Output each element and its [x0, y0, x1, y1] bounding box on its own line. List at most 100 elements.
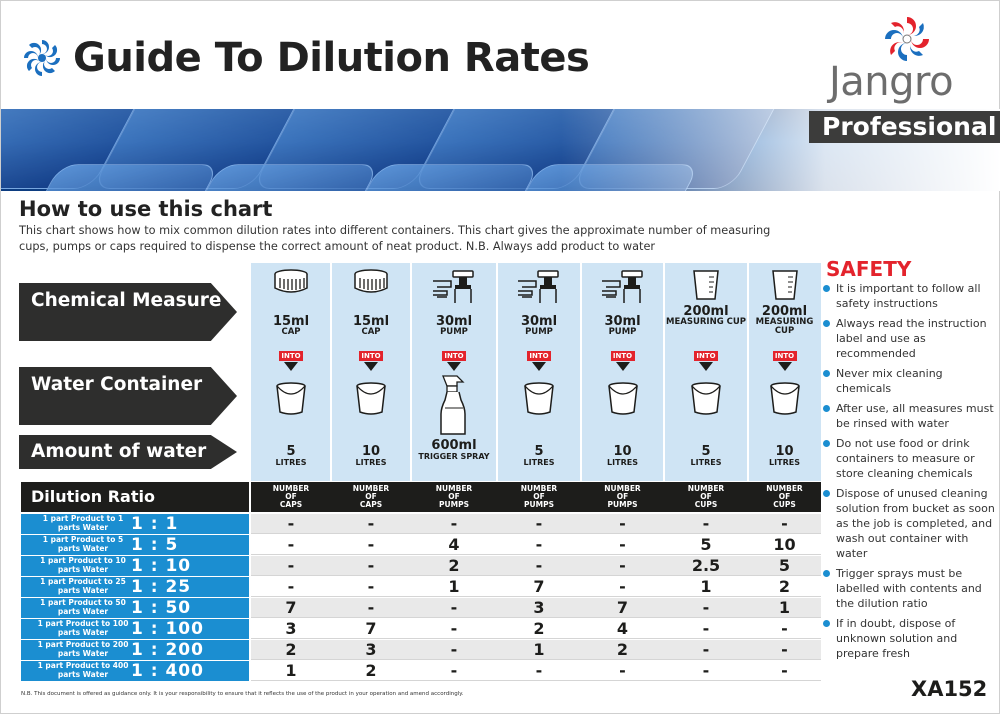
measure-amount: 200ml	[761, 304, 808, 319]
into-tag: INTO	[527, 351, 551, 361]
safety-item: Do not use food or drink containers to m…	[823, 436, 995, 481]
table-cell: -	[781, 619, 788, 638]
water-amount: 5 LITRES	[497, 445, 581, 467]
table-cell: -	[781, 514, 788, 533]
bucket-icon	[497, 380, 581, 420]
bucket-icon	[581, 380, 664, 420]
amount-of-water-label: Amount of water	[19, 435, 237, 469]
safety-item: Trigger sprays must be labelled with con…	[823, 566, 995, 611]
bucket-icon	[251, 380, 331, 420]
cap-icon	[251, 269, 331, 305]
table-row	[251, 556, 821, 576]
ratio-value: 1 : 200	[131, 640, 204, 660]
column-header: NUMBER OF CUPS	[748, 482, 821, 512]
flower-logo-icon	[24, 40, 60, 76]
safety-list: It is important to follow all safety ins…	[823, 281, 995, 666]
table-cell: 3	[285, 619, 297, 638]
water-quantity: 600ml	[431, 438, 477, 453]
safety-item: Dispose of unused cleaning solution from…	[823, 486, 995, 561]
ratio-value: 1 : 5	[131, 535, 179, 555]
water-amount: 5 LITRES	[251, 444, 331, 467]
table-row	[251, 535, 821, 555]
table-row	[251, 577, 821, 597]
column-background	[581, 263, 664, 481]
table-cell: -	[619, 661, 626, 680]
measure-label: 30ml PUMP	[411, 315, 497, 337]
down-arrow-icon	[699, 362, 713, 371]
column-header: NUMBER OF CAPS	[251, 482, 331, 512]
table-cell: -	[619, 514, 626, 533]
column-background	[411, 263, 497, 481]
ratio-description: 1 part Product to 10 parts Water	[40, 556, 126, 574]
table-cell: -	[535, 556, 543, 575]
table-cell: -	[367, 556, 375, 575]
pump-icon	[581, 269, 664, 305]
table-cell: 1	[448, 577, 460, 596]
table-cell: -	[450, 661, 458, 680]
product-code: XA152	[911, 677, 988, 701]
table-row	[251, 598, 821, 618]
measure-label: 30ml PUMP	[581, 315, 664, 337]
ratio-label: 1 part Product to 5 parts Water 1 : 5	[21, 535, 249, 555]
down-arrow-icon	[364, 362, 378, 371]
table-cell: 4	[448, 535, 460, 554]
cap-icon	[331, 269, 411, 305]
measure-label: 30ml PUMP	[497, 315, 581, 337]
measure-type: CAP	[281, 327, 301, 337]
into-tag: INTO	[279, 351, 303, 361]
table-cell: -	[450, 640, 458, 659]
column-divider	[580, 263, 582, 481]
down-arrow-icon	[447, 362, 461, 371]
page-title: Guide To Dilution Rates	[73, 35, 590, 81]
water-unit: LITRES	[769, 458, 800, 467]
table-cell: 1	[700, 577, 712, 596]
brand-name: Jangro	[829, 59, 954, 105]
ratio-description: 1 part Product to 25 parts Water	[40, 577, 126, 595]
table-cell: 2	[285, 640, 297, 659]
ratio-description: 1 part Product to 50 parts Water	[40, 598, 126, 616]
down-arrow-icon	[532, 362, 546, 371]
table-cell: 1	[285, 661, 297, 680]
table-cell: -	[287, 577, 295, 596]
table-cell: -	[619, 556, 626, 575]
column-header: NUMBER OF CAPS	[331, 482, 411, 512]
table-row	[251, 619, 821, 639]
table-cell: 4	[616, 619, 629, 638]
water-unit: LITRES	[275, 458, 307, 467]
table-cell: -	[619, 535, 626, 554]
measure-type: PUMP	[440, 327, 468, 337]
measure-type: MEASURING CUP	[755, 317, 814, 336]
table-cell: -	[781, 661, 788, 680]
howto-description: This chart shows how to mix common dilut…	[19, 224, 771, 253]
table-cell: 2	[778, 577, 791, 596]
water-amount: 10 LITRES	[581, 445, 664, 467]
table-cell: -	[367, 598, 375, 617]
water-quantity: 5	[286, 444, 296, 459]
down-arrow-icon	[777, 362, 792, 371]
column-divider	[663, 263, 665, 481]
safety-item: Never mix cleaning chemicals	[823, 366, 995, 396]
measure-type: PUMP	[525, 327, 553, 337]
table-row	[251, 514, 821, 534]
table-cell: -	[367, 535, 375, 554]
water-unit: LITRES	[607, 458, 638, 467]
safety-item: After use, all measures must be rinsed w…	[823, 401, 995, 431]
safety-item: If in doubt, dispose of unknown solution…	[823, 616, 995, 661]
measuring-cup-icon	[664, 269, 748, 305]
table-cell: -	[619, 577, 626, 596]
column-header: NUMBER OF PUMPS	[581, 482, 664, 512]
measure-amount: 200ml	[683, 304, 729, 319]
measure-type: PUMP	[608, 327, 637, 337]
column-divider	[330, 263, 332, 481]
table-cell: -	[367, 514, 375, 533]
safety-item: Always read the instruction label and us…	[823, 316, 995, 361]
water-quantity: 10	[775, 444, 794, 459]
bucket-icon	[664, 380, 748, 420]
column-divider	[496, 263, 498, 481]
table-cell: -	[535, 661, 543, 680]
water-unit: TRIGGER SPRAY	[418, 452, 490, 461]
ratio-description: 1 part Product to 5 parts Water	[42, 535, 124, 553]
table-cell: -	[535, 535, 543, 554]
ratio-label: 1 part Product to 1 parts Water 1 : 1	[21, 514, 249, 534]
table-cell: -	[450, 598, 458, 617]
